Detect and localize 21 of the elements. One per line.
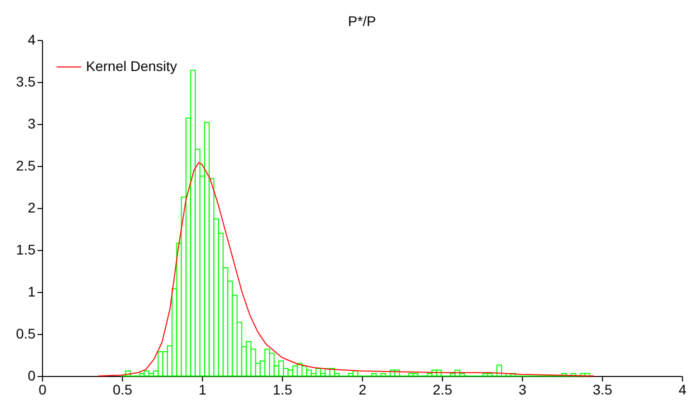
legend-label: Kernel Density — [86, 58, 178, 74]
y-tick-label: 0.5 — [16, 326, 36, 342]
x-tick-label: 0 — [38, 382, 47, 398]
y-tick-label: 1.5 — [16, 242, 36, 258]
chart-title: P*/P — [348, 13, 376, 29]
x-tick-label: 4 — [678, 382, 687, 398]
x-tick-label: 3 — [518, 382, 527, 398]
y-tick-label: 3.5 — [16, 74, 36, 90]
y-tick-label: 4 — [28, 32, 36, 48]
x-tick-label: 2 — [358, 382, 367, 398]
y-tick-label: 0 — [28, 368, 36, 384]
x-tick-label: 1 — [198, 382, 207, 398]
x-tick-label: 2.5 — [432, 382, 452, 398]
line-series — [98, 162, 594, 376]
y-tick-label: 2 — [28, 200, 36, 216]
x-tick-label: 1.5 — [272, 382, 292, 398]
y-tick-label: 3 — [28, 116, 36, 132]
x-tick-label: 0.5 — [112, 382, 132, 398]
x-tick-label: 3.5 — [592, 382, 612, 398]
y-tick-label: 2.5 — [16, 158, 36, 174]
y-tick-label: 1 — [28, 284, 36, 300]
